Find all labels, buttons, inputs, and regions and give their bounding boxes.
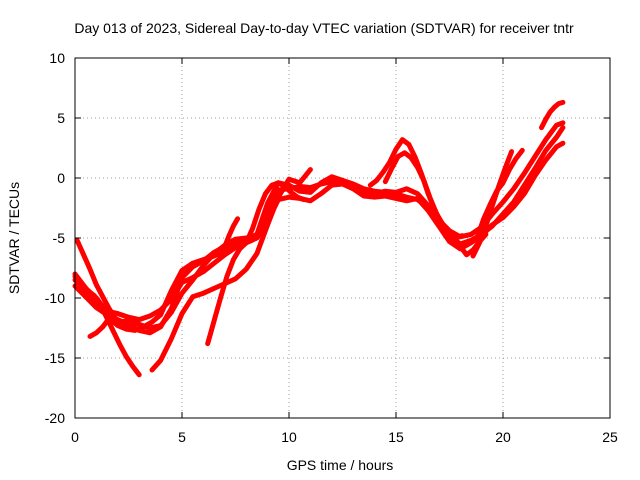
series-line-satellite-track-8	[205, 180, 307, 347]
y-axis-label: SDTVAR / TECUs	[6, 182, 22, 294]
tick-layer: 0 5 10 15 20 25 -20 -15 -10 -5 0 5 10	[45, 50, 618, 445]
series-line-satellite-track-13	[474, 147, 525, 240]
y-tick-label: -10	[45, 290, 65, 306]
x-tick-label: 15	[388, 429, 404, 445]
y-tick-label: -15	[45, 350, 65, 366]
x-tick-label: 0	[71, 429, 79, 445]
y-tick-label: 10	[49, 50, 65, 66]
series-line-satellite-track-11	[382, 150, 465, 241]
x-axis-label: GPS time / hours	[287, 457, 394, 473]
x-tick-label: 10	[281, 429, 297, 445]
x-tick-label: 20	[495, 429, 511, 445]
chart-title: Day 013 of 2023, Sidereal Day-to-day VTE…	[74, 20, 574, 36]
series-line-satellite-track-9	[218, 216, 241, 260]
series-line-satellite-track-14	[539, 99, 566, 131]
y-tick-label: 0	[57, 170, 65, 186]
series-line-satellite-track-5	[72, 140, 566, 323]
y-tick-label: -5	[53, 230, 66, 246]
y-tick-label: -20	[45, 410, 65, 426]
y-tick-label: 5	[57, 110, 65, 126]
series-layer	[72, 99, 566, 378]
grid-layer	[75, 58, 610, 418]
x-tick-label: 25	[602, 429, 618, 445]
x-tick-label: 5	[178, 429, 186, 445]
